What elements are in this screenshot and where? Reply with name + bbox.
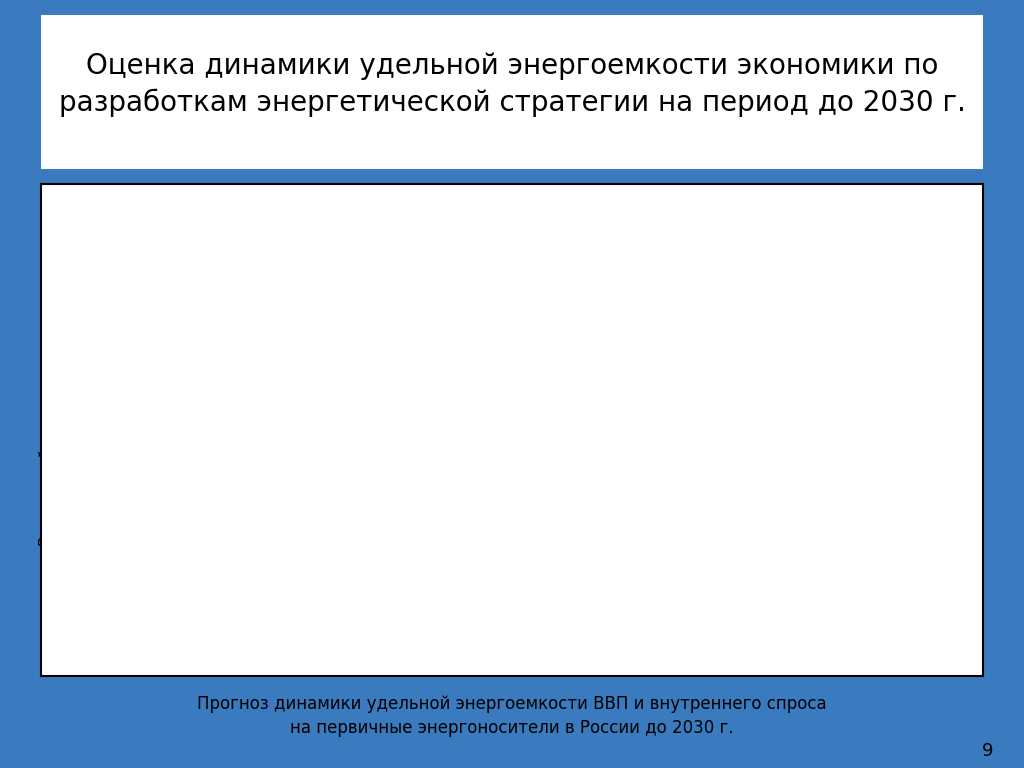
Text: 62: 62 [673,426,696,445]
Text: Оценка динамики удельной энергоемкости экономики по
разработкам энергетической с: Оценка динамики удельной энергоемкости э… [58,51,966,118]
Text: 1107: 1107 [453,511,496,528]
Text: 954: 954 [172,598,204,617]
Text: 996: 996 [310,574,342,591]
Text: 1565: 1565 [821,223,864,241]
Text: 46: 46 [826,534,850,551]
Text: 996: 996 [295,563,327,581]
Text: 100: 100 [157,201,191,220]
Text: 9: 9 [982,743,993,760]
Text: 1008: 1008 [519,551,561,569]
Text: 1250: 1250 [596,406,638,425]
Text: 58: 58 [599,450,622,468]
Text: 85: 85 [295,291,317,309]
Y-axis label: Внутренний спрос на первичные
энергоресурсы, млн т у.т.: Внутренний спрос на первичные энергоресу… [39,280,75,546]
Text: Внутренний спрос на
первичные энергоресурсы: Внутренний спрос на первичные энергоресу… [591,540,807,574]
Text: 83: 83 [519,303,543,321]
Text: 43: 43 [750,552,773,571]
Text: Удельная энергоемкость ВВП: Удельная энергоемкость ВВП [330,263,570,277]
Text: 1160: 1160 [584,478,626,496]
Text: 73: 73 [461,362,484,379]
Text: 85: 85 [366,290,388,308]
Text: 1375: 1375 [823,335,865,353]
Y-axis label: Удельная энергоемкость ВВП, в % к
уровню 2005 г.: Удельная энергоемкость ВВП, в % к уровню… [928,266,964,559]
Text: Прогноз динамики удельной энергоемкости ВВП и внутреннего спроса
на первичные эн: Прогноз динамики удельной энергоемкости … [198,695,826,737]
